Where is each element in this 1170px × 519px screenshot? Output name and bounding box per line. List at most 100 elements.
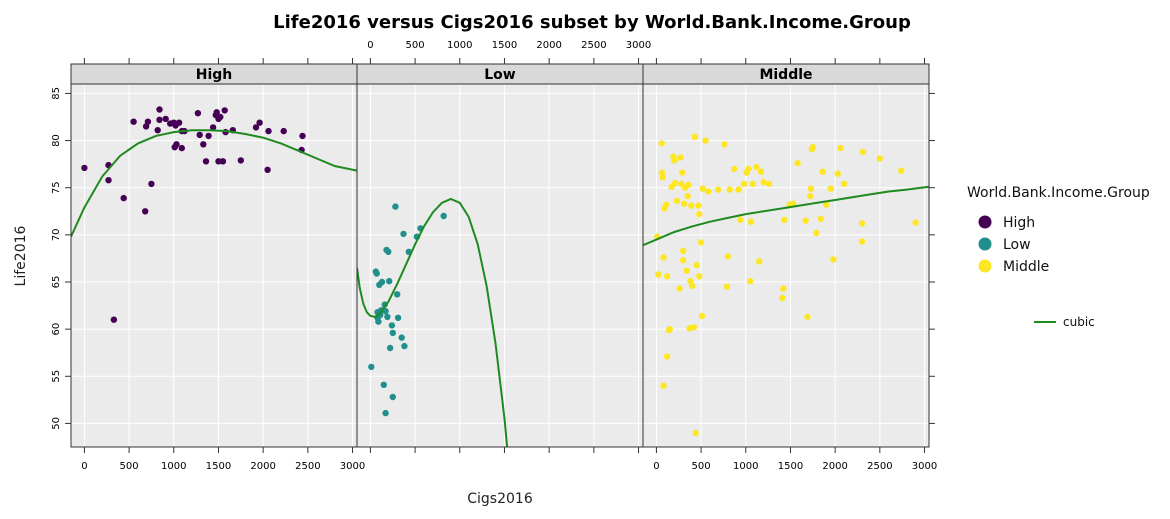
data-point xyxy=(697,239,705,246)
data-point xyxy=(280,127,287,135)
data-point xyxy=(440,212,447,220)
data-point xyxy=(724,253,732,260)
top-x-axis: 0 500 1000 1500 2000 2500 3000 xyxy=(83,40,926,64)
x-tick-label-top: 0 xyxy=(367,40,373,51)
data-point xyxy=(834,170,841,177)
data-point xyxy=(684,193,691,200)
x-tick-label-bottom: 2500 xyxy=(867,461,892,472)
data-point xyxy=(731,165,738,173)
data-point xyxy=(747,218,755,225)
data-point xyxy=(660,382,667,389)
data-point xyxy=(162,115,169,123)
y-tick-label: 50 xyxy=(51,417,62,430)
x-tick-label-bottom: 2500 xyxy=(295,461,320,472)
data-point xyxy=(120,194,127,202)
data-point xyxy=(384,313,391,321)
data-point xyxy=(672,179,679,187)
panel-middle: Middle xyxy=(642,63,930,448)
data-point xyxy=(680,247,687,255)
data-point xyxy=(237,157,244,164)
data-point xyxy=(693,261,700,269)
x-tick-label-top: 1000 xyxy=(447,40,472,51)
legend-marker-middle xyxy=(978,259,992,273)
data-point xyxy=(217,113,224,121)
data-point xyxy=(144,118,152,125)
x-tick-label-bottom: 1500 xyxy=(778,461,803,472)
data-point xyxy=(400,230,407,238)
data-point xyxy=(392,203,399,210)
data-point xyxy=(721,141,728,148)
data-point xyxy=(385,248,392,255)
data-point xyxy=(858,238,866,245)
data-point xyxy=(757,168,765,175)
data-point xyxy=(265,127,272,135)
data-point xyxy=(105,177,112,184)
data-point xyxy=(726,186,733,193)
data-point xyxy=(702,137,709,144)
x-tick-label-bottom: 2000 xyxy=(250,461,275,472)
x-tick-label-bottom: 3000 xyxy=(912,461,937,472)
panel-low: Low xyxy=(356,63,644,448)
data-point xyxy=(912,219,919,226)
data-point xyxy=(154,127,161,134)
data-point xyxy=(802,217,809,224)
legend-label-high: High xyxy=(1003,215,1035,231)
data-point xyxy=(389,393,396,401)
x-tick-label-bottom: 3000 xyxy=(340,461,365,472)
legend-title: World.Bank.Income.Group xyxy=(967,185,1150,201)
data-point xyxy=(837,144,844,152)
data-point xyxy=(264,166,271,173)
data-point xyxy=(714,186,722,193)
legend: World.Bank.Income.Group High Low Middle cub… xyxy=(967,185,1150,329)
data-point xyxy=(130,118,137,125)
legend-marker-high xyxy=(978,215,992,229)
data-point xyxy=(765,180,773,188)
data-point xyxy=(386,344,394,352)
panel-background xyxy=(71,84,357,447)
x-tick-label-bottom: 2000 xyxy=(822,461,847,472)
cubic-fit-line xyxy=(643,185,929,247)
data-point xyxy=(688,202,695,209)
x-tick-label-top: 1500 xyxy=(492,40,517,51)
y-tick-label: 65 xyxy=(51,276,62,289)
data-point xyxy=(677,154,684,161)
panel-points xyxy=(81,106,306,323)
data-point xyxy=(756,258,763,265)
legend-fit-label: cubic xyxy=(1063,315,1095,329)
data-point xyxy=(200,141,207,148)
panel-strip-label: Low xyxy=(484,67,516,83)
legend-marker-low xyxy=(978,237,992,251)
x-tick-label-top: 3000 xyxy=(626,40,651,51)
data-point xyxy=(394,291,401,298)
data-point xyxy=(378,278,386,286)
data-point xyxy=(753,163,760,171)
data-point xyxy=(202,158,210,165)
data-point xyxy=(809,144,816,151)
data-point xyxy=(196,131,203,139)
data-point xyxy=(691,133,698,140)
data-point xyxy=(205,132,212,140)
panels-group: High Low Middle xyxy=(70,63,930,448)
data-point xyxy=(781,216,788,223)
data-point xyxy=(817,215,825,222)
y-axis-label: Life2016 xyxy=(13,225,29,286)
data-point xyxy=(368,363,375,371)
y-tick-label: 60 xyxy=(51,323,62,336)
cubic-fit-line xyxy=(357,197,509,447)
data-point xyxy=(740,180,748,188)
data-point xyxy=(386,277,393,285)
data-point xyxy=(256,119,263,126)
x-tick-label-bottom: 1500 xyxy=(206,461,231,472)
legend-label-low: Low xyxy=(1003,237,1031,253)
data-point xyxy=(804,313,811,321)
data-point xyxy=(213,109,220,116)
data-point xyxy=(690,324,698,331)
data-point xyxy=(806,193,814,200)
data-point xyxy=(698,312,706,320)
data-point xyxy=(699,185,707,192)
chart-title: Life2016 versus Cigs2016 subset by World… xyxy=(273,12,911,33)
data-point xyxy=(692,429,699,437)
data-point xyxy=(745,165,752,173)
data-point xyxy=(696,273,703,280)
